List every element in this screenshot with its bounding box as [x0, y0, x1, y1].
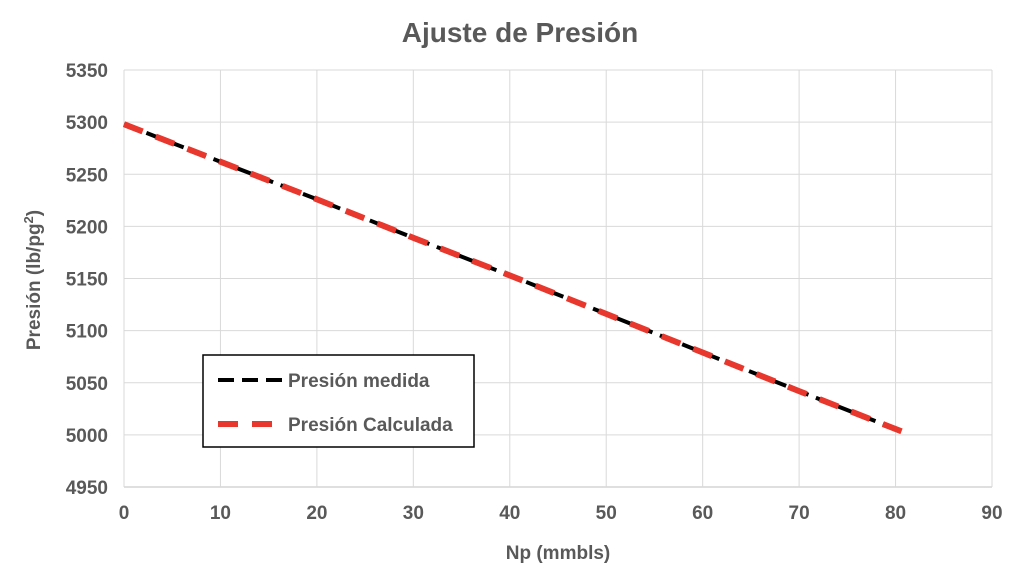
y-tick-label: 5350	[66, 61, 108, 82]
y-tick-label: 5250	[66, 165, 108, 186]
y-tick-label: 5300	[66, 113, 108, 134]
y-tick-label: 4950	[66, 478, 108, 499]
x-tick-label: 80	[885, 503, 906, 524]
legend-label-presion-calculada: Presión Calculada	[288, 415, 453, 436]
x-tick-label: 40	[499, 503, 520, 524]
legend: Presión medida Presión Calculada	[202, 354, 475, 448]
y-tick-label: 5200	[66, 217, 108, 238]
y-tick-label: 5050	[66, 374, 108, 395]
x-tick-label: 60	[692, 503, 713, 524]
chart-title: Ajuste de Presión	[402, 17, 639, 48]
x-tick-label: 70	[789, 503, 810, 524]
y-axis-label: Presión (lb/pg2)	[21, 210, 46, 350]
series-line-presion-calculada	[122, 121, 907, 436]
series-lines	[122, 121, 907, 436]
x-tick-labels: 0 10 20 30 40 50 60 70 80 90	[119, 503, 1003, 524]
x-tick-label: 50	[596, 503, 617, 524]
legend-box	[202, 354, 475, 448]
legend-label-presion-medida: Presión medida	[288, 371, 430, 392]
x-tick-label: 0	[119, 503, 130, 524]
x-axis-label: Np (mmbls)	[506, 543, 611, 564]
x-tick-label: 10	[210, 503, 231, 524]
y-tick-label: 5100	[66, 322, 108, 343]
y-axis-label-superscript: 2	[21, 216, 36, 223]
y-tick-label: 5000	[66, 426, 108, 447]
y-axis-label-end: )	[24, 210, 45, 216]
y-tick-label: 5150	[66, 270, 108, 291]
x-tick-label: 90	[981, 503, 1002, 524]
y-tick-labels: 4950 5000 5050 5100 5150 5200 5250 5300 5350	[66, 61, 108, 499]
x-tick-label: 30	[403, 503, 424, 524]
x-tick-label: 20	[306, 503, 327, 524]
y-axis-label-main: Presión (lb/pg	[24, 223, 45, 350]
